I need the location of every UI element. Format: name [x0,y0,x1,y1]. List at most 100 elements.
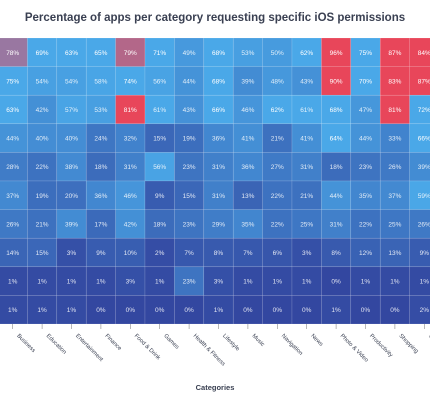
heatmap-cell-label: 18% [330,164,343,171]
heatmap-cell-label: 43% [183,107,196,114]
heatmap-cell-label: 39% [418,164,430,171]
heatmap-cell-label: 40% [65,136,78,143]
heatmap-cell [232,209,263,239]
heatmap-cell-label: 21% [271,136,284,143]
heatmap-cell [321,37,352,67]
heatmap-cell-label: 21% [36,221,49,228]
heatmap-cell-label: 25% [300,221,313,228]
heatmap-cell-label: 49% [183,50,196,57]
heatmap-cell-label: 22% [359,221,372,228]
heatmap-cell-label: 14% [6,250,19,257]
x-axis-tick-label: Business [15,333,36,354]
heatmap-cell-label: 87% [388,50,401,57]
heatmap-cell [0,266,28,296]
heatmap-cell-label: 26% [388,164,401,171]
heatmap-cell [203,37,234,67]
heatmap-cell-label: 0% [331,279,341,286]
heatmap-cell-label: 21% [300,193,313,200]
heatmap-cell [379,94,410,125]
x-axis-title: Categories [195,383,235,392]
heatmap-cell [232,180,263,210]
heatmap-cell-label: 79% [124,50,137,57]
heatmap-cell-label: 13% [388,250,401,257]
heatmap-cell [262,37,293,67]
heatmap-cell [350,66,381,96]
x-axis-tick-label: Finance [103,333,122,352]
heatmap-cell [321,66,352,96]
heatmap-cell-label: 1% [302,279,312,286]
heatmap-cell [115,180,146,210]
heatmap-cell-label: 61% [300,107,313,114]
heatmap-cell [115,66,146,96]
heatmap-cell-label: 57% [65,107,78,114]
x-axis-tick-label: Navigation [280,333,304,357]
heatmap-cell-label: 37% [6,193,19,200]
heatmap-cell [350,237,381,268]
x-axis-tick-label: Food & Drink [133,333,161,361]
heatmap-cell-label: 42% [124,221,137,228]
heatmap-cell-label: 23% [183,221,196,228]
heatmap-cell [262,180,293,210]
heatmap-cell-label: 83% [388,78,401,85]
heatmap-cell [379,237,410,268]
heatmap-cell-label: 66% [212,107,225,114]
heatmap-cell [115,152,146,182]
heatmap-cell-label: 39% [241,78,254,85]
heatmap-cell [291,123,322,153]
x-axis-tick-label: Education [45,333,67,355]
heatmap-cell-label: 54% [65,78,78,85]
heatmap-cell [174,152,205,182]
x-axis-tick-label: Entertainment [74,333,104,363]
heatmap-cell [262,152,293,182]
x-axis-tick-label: Shopping [397,333,419,355]
heatmap-cell-label: 9% [420,250,430,257]
heatmap-cell [379,266,410,296]
heatmap-cell-label: 15% [36,250,49,257]
heatmap-cell [174,37,205,67]
heatmap-cell-label: 3% [126,279,136,286]
heatmap-cell-label: 32% [124,136,137,143]
heatmap-cell [27,209,58,239]
heatmap-cell-label: 0% [390,307,400,314]
heatmap-cell-label: 36% [212,136,225,143]
heatmap-cell-label: 10% [124,250,137,257]
heatmap-cell [27,94,58,125]
heatmap-cell-label: 20% [65,193,78,200]
heatmap-cell-label: 42% [36,107,49,114]
heatmap-cell-label: 31% [330,221,343,228]
heatmap-cell-label: 2% [155,250,165,257]
heatmap-cell [174,94,205,125]
heatmap-cell-label: 2% [420,307,430,314]
heatmap-cell-label: 0% [155,307,165,314]
heatmap-cell-label: 31% [124,164,137,171]
heatmap-cell-label: 70% [359,78,372,85]
heatmap-cell [27,66,58,96]
x-axis-tick-label: Productivity [368,333,394,359]
heatmap-cell-label: 8% [331,250,341,257]
heatmap-cell [350,123,381,153]
x-axis-tick-label: Health & Fitness [192,333,226,367]
heatmap-cell [144,266,175,296]
heatmap-cell-label: 22% [271,193,284,200]
heatmap-cell-label: 3% [302,250,312,257]
heatmap-cell [27,123,58,153]
heatmap-cell-label: 56% [153,78,166,85]
heatmap-cell-label: 53% [94,107,107,114]
x-axis-tick-label: Music [250,333,265,348]
x-axis-tick-label: Lifestyle [221,333,240,352]
heatmap-cell [85,209,116,239]
heatmap-cell [0,237,28,268]
heatmap-cell [56,180,87,210]
heatmap-cell-label: 56% [153,164,166,171]
heatmap-cell-label: 13% [241,193,254,200]
heatmap-cell [232,94,263,125]
heatmap-cell-label: 37% [388,193,401,200]
heatmap-cell [379,66,410,96]
heatmap-cell [379,295,410,325]
heatmap-cell [56,237,87,268]
heatmap-cell-label: 27% [271,164,284,171]
heatmap-cell [115,94,146,125]
heatmap-cell-label: 1% [96,279,106,286]
heatmap-cell [203,152,234,182]
